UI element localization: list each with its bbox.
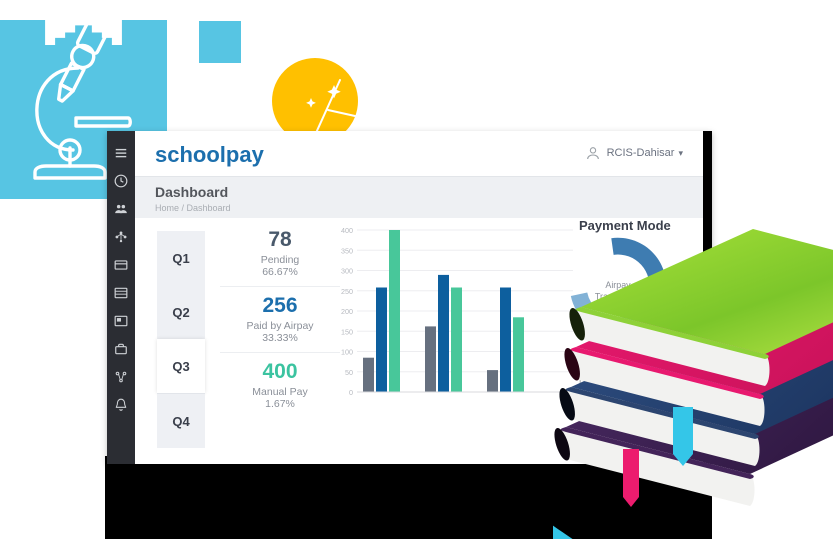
- svg-text:350: 350: [341, 246, 353, 255]
- svg-text:50: 50: [345, 368, 353, 377]
- svg-text:100: 100: [341, 348, 353, 357]
- svg-text:150: 150: [341, 327, 353, 336]
- svg-text:300: 300: [341, 267, 353, 276]
- svg-text:200: 200: [341, 307, 353, 316]
- svg-text:250: 250: [341, 287, 353, 296]
- svg-text:400: 400: [341, 226, 353, 235]
- svg-text:0: 0: [349, 388, 353, 397]
